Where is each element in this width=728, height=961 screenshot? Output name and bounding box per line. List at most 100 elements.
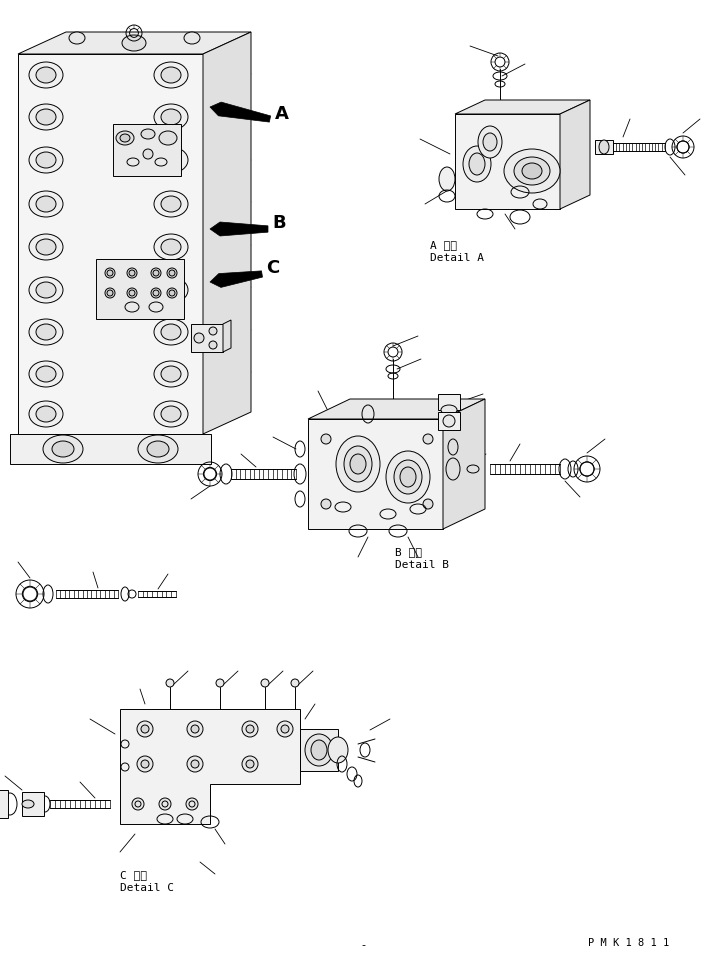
Ellipse shape (120, 135, 130, 143)
Ellipse shape (43, 435, 83, 463)
Circle shape (151, 269, 161, 279)
Circle shape (242, 722, 258, 737)
Circle shape (187, 756, 203, 773)
Ellipse shape (439, 168, 455, 192)
Text: Detail B: Detail B (395, 559, 449, 570)
Circle shape (423, 500, 433, 509)
Ellipse shape (441, 406, 457, 415)
Ellipse shape (116, 132, 134, 146)
Ellipse shape (161, 239, 181, 256)
Circle shape (246, 760, 254, 768)
Circle shape (191, 726, 199, 733)
Ellipse shape (463, 147, 491, 183)
Circle shape (137, 756, 153, 773)
Circle shape (141, 726, 149, 733)
Ellipse shape (154, 105, 188, 131)
Ellipse shape (29, 105, 63, 131)
Ellipse shape (36, 366, 56, 382)
Ellipse shape (305, 734, 333, 766)
Ellipse shape (161, 68, 181, 84)
Circle shape (105, 269, 115, 279)
Ellipse shape (328, 737, 348, 763)
Ellipse shape (36, 153, 56, 169)
Ellipse shape (29, 402, 63, 428)
Ellipse shape (154, 148, 188, 174)
Circle shape (127, 269, 137, 279)
Circle shape (246, 726, 254, 733)
Circle shape (159, 799, 171, 810)
Polygon shape (210, 272, 263, 288)
Circle shape (132, 799, 144, 810)
Ellipse shape (22, 801, 34, 808)
Polygon shape (203, 33, 251, 434)
Circle shape (423, 434, 433, 445)
Ellipse shape (154, 320, 188, 346)
Ellipse shape (344, 447, 372, 482)
Circle shape (291, 679, 299, 687)
Ellipse shape (159, 132, 177, 146)
Ellipse shape (36, 68, 56, 84)
Ellipse shape (29, 192, 63, 218)
Polygon shape (210, 223, 268, 236)
Circle shape (209, 328, 217, 335)
Ellipse shape (154, 278, 188, 304)
Polygon shape (455, 115, 560, 209)
Circle shape (261, 679, 269, 687)
Text: C 詳細: C 詳細 (120, 869, 147, 879)
Ellipse shape (36, 239, 56, 256)
Ellipse shape (350, 455, 366, 475)
Circle shape (191, 760, 199, 768)
Ellipse shape (161, 110, 181, 126)
Ellipse shape (522, 163, 542, 180)
Bar (0, 790, 8, 818)
Circle shape (107, 271, 113, 277)
Circle shape (209, 342, 217, 350)
Circle shape (169, 271, 175, 277)
Circle shape (151, 288, 161, 299)
Circle shape (143, 150, 153, 160)
Ellipse shape (36, 407, 56, 423)
Ellipse shape (469, 154, 485, 176)
Ellipse shape (52, 441, 74, 457)
Ellipse shape (141, 130, 155, 140)
Polygon shape (455, 101, 590, 115)
Bar (191, 325, 223, 353)
Ellipse shape (599, 141, 609, 155)
Ellipse shape (29, 320, 63, 346)
Bar (22, 792, 44, 816)
Ellipse shape (161, 283, 181, 299)
Ellipse shape (138, 435, 178, 463)
Ellipse shape (161, 153, 181, 169)
Text: Detail C: Detail C (120, 882, 174, 892)
Ellipse shape (154, 234, 188, 260)
Ellipse shape (29, 361, 63, 387)
Ellipse shape (504, 150, 560, 194)
Bar (10, 434, 211, 464)
Ellipse shape (36, 197, 56, 212)
Circle shape (281, 726, 289, 733)
Ellipse shape (161, 407, 181, 423)
Ellipse shape (400, 467, 416, 487)
Text: C: C (266, 259, 280, 277)
Text: A 詳細: A 詳細 (430, 239, 457, 250)
Circle shape (169, 290, 175, 297)
Ellipse shape (29, 278, 63, 304)
Ellipse shape (336, 436, 380, 492)
Circle shape (107, 290, 113, 297)
Circle shape (194, 333, 204, 344)
Text: P M K 1 8 1 1: P M K 1 8 1 1 (588, 937, 669, 947)
Text: B 詳細: B 詳細 (395, 547, 422, 556)
Circle shape (321, 434, 331, 445)
Circle shape (321, 500, 331, 509)
Ellipse shape (147, 441, 169, 457)
Circle shape (443, 415, 455, 428)
Polygon shape (18, 55, 203, 434)
Text: Detail A: Detail A (430, 253, 484, 262)
Polygon shape (223, 321, 231, 353)
Bar (595, 141, 613, 155)
Ellipse shape (36, 325, 56, 340)
Ellipse shape (483, 134, 497, 152)
Circle shape (277, 722, 293, 737)
Ellipse shape (478, 127, 502, 159)
Ellipse shape (29, 62, 63, 89)
